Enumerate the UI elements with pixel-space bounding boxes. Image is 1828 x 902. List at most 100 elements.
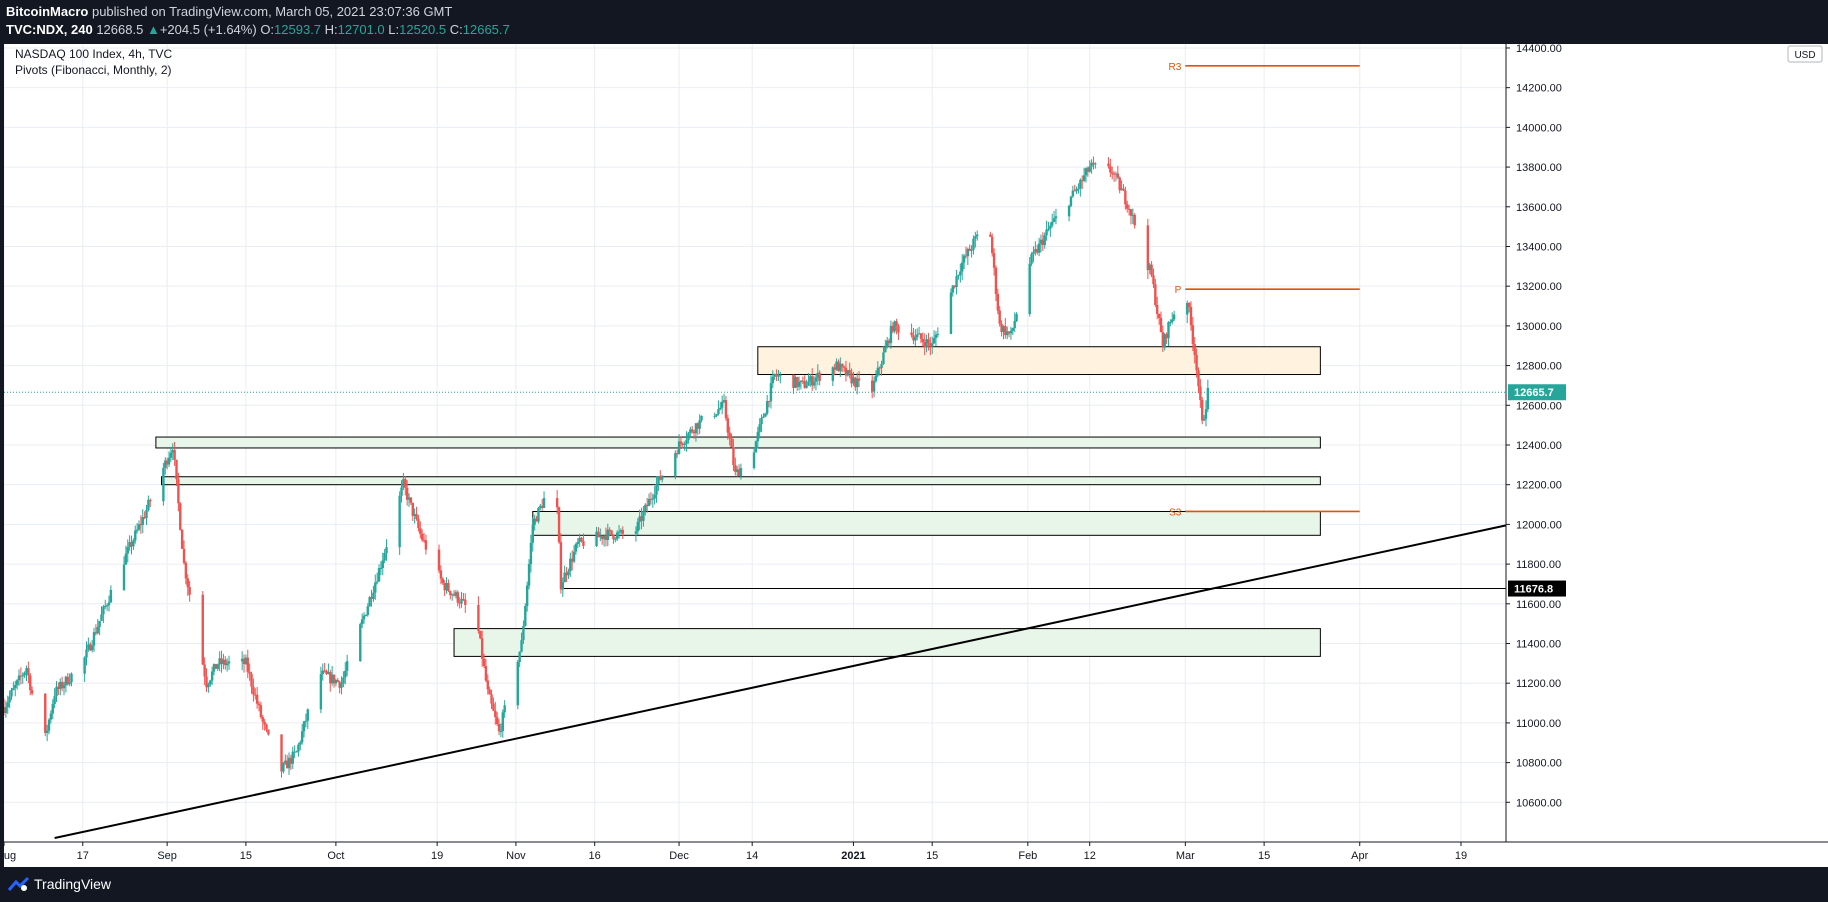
symbol-label: TVC:NDX, 240 (6, 22, 93, 37)
candle-body (531, 524, 534, 543)
candle-body (959, 271, 962, 276)
candle-body (681, 443, 685, 445)
chart-area[interactable]: R3 P S3 10600.00 10800.00 11000.00 11200.00 114… (4, 44, 1828, 867)
candle-body (8, 696, 11, 703)
candle-body (645, 504, 649, 507)
time-tick-label: 15 (240, 850, 252, 862)
footer-brand[interactable]: TradingView (34, 876, 112, 892)
candle-body (844, 367, 848, 376)
close-value: 12665.7 (462, 22, 510, 37)
high-value: 12701.0 (337, 22, 385, 37)
time-tick-label: Nov (506, 850, 526, 862)
candle-body (68, 682, 71, 685)
candle-body (134, 530, 137, 541)
candle-body (265, 724, 268, 730)
candle-body (385, 547, 388, 554)
candle-body (795, 377, 799, 387)
candle-body (261, 717, 264, 722)
candle-body (10, 690, 13, 697)
price-chart[interactable]: R3 P S3 10600.00 10800.00 11000.00 11200.00 114… (4, 44, 1828, 867)
candle-body (64, 676, 68, 686)
candle-body (739, 467, 743, 477)
candle-body (961, 262, 964, 272)
candle-body (634, 531, 638, 534)
candle-body (139, 524, 143, 526)
candle-body (27, 668, 30, 676)
candle-body (225, 663, 229, 666)
candle-body (44, 693, 47, 733)
candle-body (291, 751, 294, 764)
author-name[interactable]: BitcoinMacro (6, 4, 89, 19)
candle-body (122, 564, 126, 590)
candle-body (606, 529, 610, 541)
candle-body (89, 644, 92, 651)
candle-body (769, 383, 773, 402)
candle-body (1041, 239, 1045, 246)
candle-body (989, 234, 992, 237)
candle-body (19, 675, 23, 677)
candle-body (846, 370, 850, 376)
candle-body (147, 499, 150, 510)
candle-body (29, 675, 32, 691)
candle-body (188, 586, 191, 595)
candle-body (1118, 177, 1121, 191)
candle-body (319, 674, 323, 710)
candle-body (104, 605, 107, 607)
candle-body (302, 721, 306, 732)
candle-body (248, 671, 251, 674)
candle-body (173, 450, 176, 460)
candle-body (878, 367, 881, 369)
candle-body (1156, 305, 1159, 314)
candle-body (580, 537, 583, 542)
candle-body (951, 285, 955, 293)
candle-body (615, 532, 619, 539)
candle-body (854, 377, 857, 388)
tradingview-logo-icon[interactable] (8, 876, 30, 892)
candle-body (179, 503, 182, 530)
candle-body (1197, 370, 1200, 387)
pivot-label: P (1175, 285, 1182, 296)
candle-body (917, 333, 921, 335)
time-tick-label: 19 (431, 850, 443, 862)
trendline (54, 524, 1507, 840)
candle-body (1051, 221, 1054, 226)
candle-body (216, 664, 219, 669)
candle-body (424, 540, 428, 550)
time-tick-label: 19 (1455, 850, 1467, 862)
candle-body (449, 591, 452, 596)
candle-body (381, 560, 384, 568)
low-label: L: (388, 22, 400, 37)
candle-body (306, 709, 309, 721)
published-text: published on TradingView.com, March 05, … (91, 4, 453, 19)
currency-badge (1787, 45, 1823, 63)
candle-body (683, 443, 686, 445)
candle-body (220, 658, 223, 665)
candle-body (998, 310, 1001, 324)
candle-body (1067, 205, 1071, 217)
candle-body (848, 370, 851, 373)
candle-body (1043, 235, 1046, 246)
candle-body (224, 659, 227, 666)
candle-body (379, 567, 383, 569)
candle-body (246, 657, 249, 672)
candle-body (962, 255, 966, 263)
candle-body (1045, 229, 1048, 236)
candle-body (1094, 163, 1097, 165)
candle-body (492, 703, 495, 711)
candle-body (12, 687, 15, 691)
candle-body (1107, 163, 1110, 167)
candle-body (263, 721, 266, 725)
candle-body (679, 441, 683, 444)
price-tick-label: 11000.00 (1516, 718, 1561, 730)
candle-body (762, 416, 765, 418)
candle-body (522, 625, 525, 641)
price-tick-label: 12000.00 (1516, 519, 1562, 531)
candle-body (720, 401, 724, 408)
candle-body (690, 429, 694, 432)
candle-body (167, 457, 171, 465)
price-tick-label: 11800.00 (1516, 559, 1561, 571)
candle-body (842, 366, 846, 368)
candle-body (805, 385, 808, 388)
candle-body (398, 495, 401, 548)
candle-body (1191, 325, 1195, 345)
